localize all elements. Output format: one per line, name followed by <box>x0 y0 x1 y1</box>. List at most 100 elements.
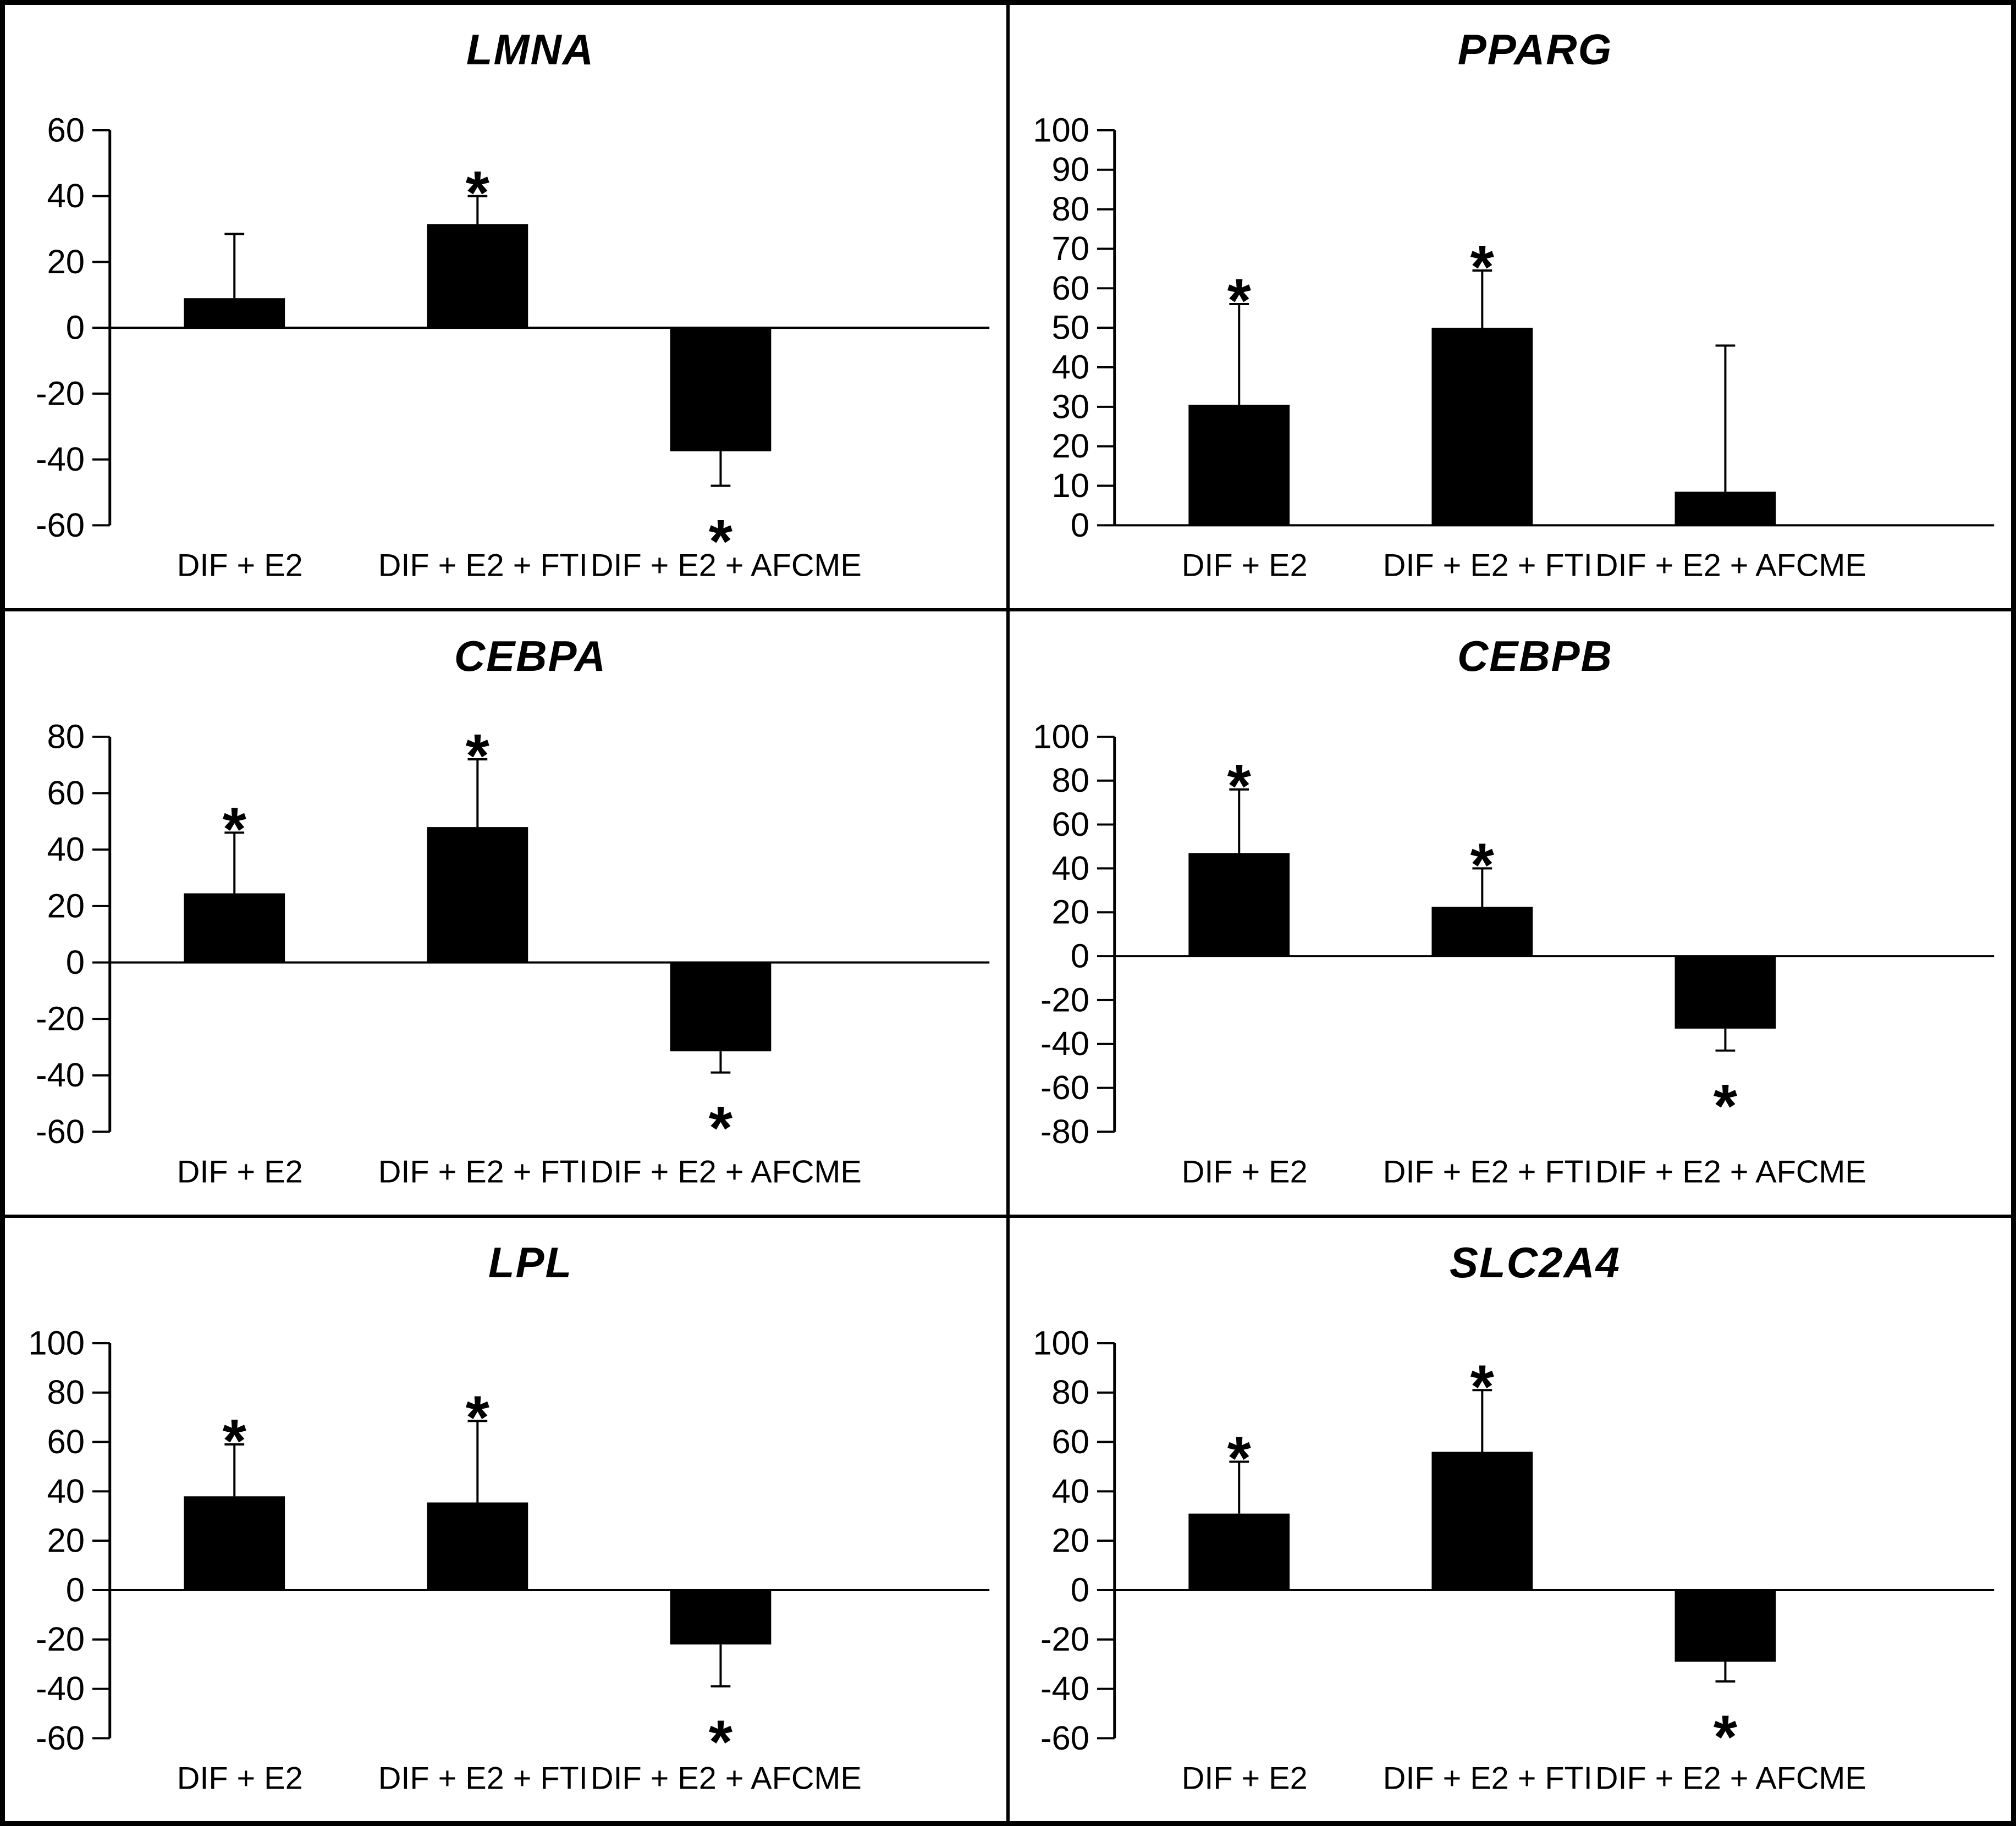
significance-asterisk: * <box>1470 233 1495 301</box>
y-tick-label: -60 <box>1040 1069 1089 1107</box>
y-tick-label: -20 <box>36 1000 85 1038</box>
chart-title: PPARG <box>1457 25 1613 74</box>
y-tick-label: -40 <box>36 1670 85 1708</box>
significance-asterisk: * <box>466 1383 490 1452</box>
bar <box>184 298 285 328</box>
y-tick-label: -40 <box>36 440 85 478</box>
y-tick-label: 40 <box>1052 849 1090 887</box>
y-tick-label: -60 <box>36 506 85 544</box>
significance-asterisk: * <box>223 1406 247 1475</box>
category-label: DIF + E2 + AFCME <box>591 548 862 583</box>
chart-title: LPL <box>488 1238 573 1287</box>
category-label: DIF + E2 <box>177 1155 303 1190</box>
significance-asterisk: * <box>223 795 247 863</box>
bar <box>1431 907 1533 957</box>
significance-asterisk: * <box>1227 752 1252 820</box>
y-tick-label: 40 <box>47 831 85 869</box>
y-tick-label: 40 <box>1052 349 1090 387</box>
chart-title: CEBPA <box>454 632 607 680</box>
chart-title: SLC2A4 <box>1449 1238 1621 1287</box>
y-tick-label: -20 <box>1040 1620 1089 1658</box>
category-label: DIF + E2 + AFCME <box>591 1761 862 1796</box>
y-tick-label: -80 <box>1040 1113 1089 1151</box>
y-tick-label: 0 <box>66 309 85 347</box>
y-tick-label: 30 <box>1052 388 1090 426</box>
bar <box>184 893 285 963</box>
y-tick-label: 0 <box>1071 506 1089 544</box>
y-tick-label: 100 <box>1033 111 1089 149</box>
significance-asterisk: * <box>709 506 733 575</box>
chart-panel-lmna: LMNA 60 40 20 0 -20 -40 -60 DIF + E2 * DIF + E2 +… <box>3 3 1008 610</box>
y-tick-label: 20 <box>47 1522 85 1560</box>
bar-chart: 80 60 40 20 0 -20 -40 -60 * DIF + E2 * DIF + E2 + F… <box>36 718 990 1190</box>
category-label: DIF + E2 <box>1182 1155 1308 1190</box>
y-tick-label: 0 <box>66 944 85 981</box>
y-tick-label: 80 <box>1052 1373 1090 1411</box>
bar <box>1431 1452 1533 1590</box>
y-tick-label: -60 <box>36 1113 85 1151</box>
y-tick-label: 80 <box>1052 762 1090 799</box>
category-label: DIF + E2 + FTI <box>1383 1155 1593 1190</box>
chart-panel-cebpb: CEBPB 100 80 60 40 20 0 -20 -40 -60 -80 * DIF + E2 *… <box>1008 610 2013 1216</box>
y-tick-label: 80 <box>47 718 85 755</box>
bar <box>427 224 528 328</box>
y-tick-label: 0 <box>1071 1571 1089 1609</box>
significance-asterisk: * <box>1714 1072 1738 1140</box>
y-tick-label: 10 <box>1052 467 1090 505</box>
category-label: DIF + E2 + AFCME <box>1595 1761 1866 1796</box>
y-tick-label: 60 <box>47 774 85 812</box>
y-tick-label: 0 <box>1071 937 1089 975</box>
y-tick-label: -20 <box>1040 981 1089 1019</box>
y-tick-label: 80 <box>1052 190 1090 228</box>
category-label: DIF + E2 <box>177 548 303 583</box>
y-tick-label: 60 <box>47 111 85 149</box>
bar <box>1188 405 1290 526</box>
significance-asterisk: * <box>1470 830 1495 899</box>
bar <box>1675 492 1776 526</box>
y-tick-label: 0 <box>66 1571 85 1609</box>
category-label: DIF + E2 + AFCME <box>591 1155 862 1190</box>
chart-panel-pparg: PPARG 100 90 80 70 60 50 40 30 20 10 0 * DIF + E2 * DI… <box>1008 3 2013 610</box>
y-tick-label: -40 <box>36 1056 85 1094</box>
bar <box>1431 328 1533 526</box>
y-tick-label: 40 <box>47 1472 85 1510</box>
y-tick-label: 20 <box>1052 893 1090 931</box>
y-tick-label: 60 <box>1052 269 1090 307</box>
y-tick-label: 60 <box>1052 1423 1090 1461</box>
y-tick-label: 20 <box>1052 1522 1090 1560</box>
bar <box>670 328 772 451</box>
category-label: DIF + E2 + FTI <box>378 1155 588 1190</box>
bar-chart: 60 40 20 0 -20 -40 -60 DIF + E2 * DIF + E2 + FTI *… <box>36 111 990 583</box>
y-tick-label: -20 <box>36 374 85 412</box>
y-tick-label: -40 <box>1040 1025 1089 1063</box>
y-tick-label: -20 <box>36 1620 85 1658</box>
y-tick-label: 60 <box>1052 806 1090 843</box>
y-tick-label: 40 <box>1052 1472 1090 1510</box>
y-tick-label: -60 <box>1040 1719 1089 1757</box>
y-tick-label: 20 <box>47 887 85 925</box>
bar <box>670 1590 772 1645</box>
significance-asterisk: * <box>466 721 490 790</box>
y-tick-label: -60 <box>36 1719 85 1757</box>
y-tick-label: 60 <box>47 1423 85 1461</box>
chart-title: LMNA <box>466 25 595 74</box>
chart-panel-lpl: LPL 100 80 60 40 20 0 -20 -40 -60 * DIF + E2 * DIF +… <box>3 1216 1008 1823</box>
bar <box>1188 853 1290 957</box>
bar <box>670 962 772 1052</box>
chart-title: CEBPB <box>1457 632 1613 680</box>
y-tick-label: 100 <box>1033 1324 1089 1362</box>
category-label: DIF + E2 <box>1182 1761 1308 1796</box>
category-label: DIF + E2 + FTI <box>378 1761 588 1796</box>
y-tick-label: 90 <box>1052 151 1090 189</box>
y-tick-label: 70 <box>1052 230 1090 268</box>
y-tick-label: 100 <box>1033 718 1089 755</box>
y-tick-label: 20 <box>47 243 85 281</box>
y-tick-label: 20 <box>1052 427 1090 465</box>
y-tick-label: 50 <box>1052 309 1090 347</box>
significance-asterisk: * <box>709 1093 733 1162</box>
significance-asterisk: * <box>709 1707 733 1776</box>
category-label: DIF + E2 + AFCME <box>1595 1155 1866 1190</box>
bar <box>1675 956 1776 1029</box>
bar <box>184 1496 285 1590</box>
